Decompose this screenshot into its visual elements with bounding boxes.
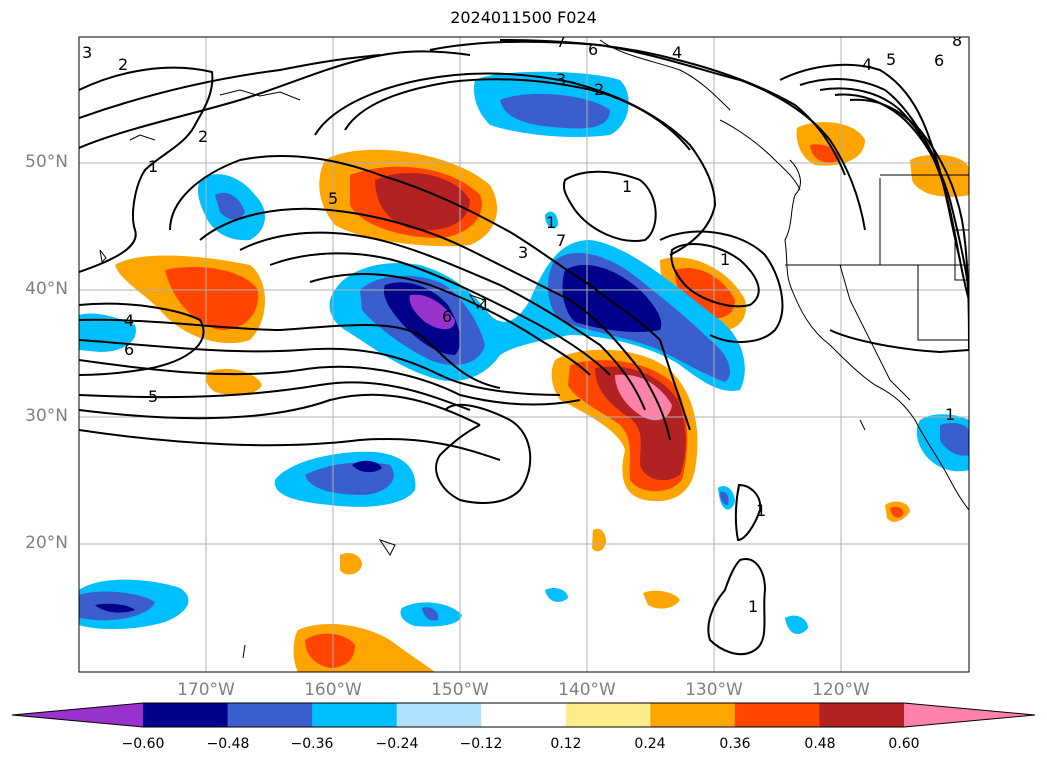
contour-label: 1	[622, 177, 632, 196]
contour-label: 3	[518, 243, 528, 262]
contour-label: 3	[82, 43, 92, 62]
contour-label: 1	[756, 501, 766, 520]
colorbar-segment	[819, 703, 905, 727]
contour-label: 3	[556, 70, 566, 89]
map-title: 2024011500 F024	[450, 8, 597, 27]
colorbar-segment	[227, 703, 313, 727]
contour-label: 4	[862, 55, 872, 74]
colorbar-tick: −0.48	[206, 736, 250, 752]
colorbar-tick: 0.36	[719, 736, 751, 752]
colorbar-outline	[11, 702, 1036, 728]
colorbar-segment	[481, 703, 567, 727]
colorbar-segment	[565, 703, 651, 727]
contour-label: 6	[442, 307, 452, 326]
contour-label: 7	[556, 231, 566, 250]
contour-label: 1	[546, 213, 556, 232]
contour-label: 1	[480, 295, 490, 314]
contour-label: 6	[934, 51, 944, 70]
contour-label: 1	[945, 405, 955, 424]
contour-label: 6	[588, 40, 598, 59]
lat-label-30n: 30°N	[25, 406, 68, 426]
contour-label: 2	[198, 127, 208, 146]
lat-label-40n: 40°N	[25, 279, 68, 299]
coastlines	[99, 39, 969, 659]
lon-label-150w: 150°W	[431, 680, 489, 700]
colorbar-tick: 0.48	[804, 736, 836, 752]
contour-label: 8	[952, 31, 962, 50]
colorbar-segment	[396, 703, 482, 727]
contour-labels: 3 2 2 1 7 6 4 3 2 4 5 6 8 5 1 1 3 7 1 4 …	[82, 31, 962, 616]
map-frame	[78, 36, 970, 673]
colorbar-max-extend	[904, 703, 1035, 727]
colorbar-min-extend	[12, 703, 143, 727]
lon-label-170w: 170°W	[177, 680, 235, 700]
contour-label: 7	[556, 32, 566, 51]
colorbar-tick: 0.60	[888, 736, 920, 752]
colorbar	[11, 702, 1036, 728]
colorbar-tick: −0.36	[290, 736, 334, 752]
positive-anomaly-fill	[115, 122, 969, 672]
colorbar-segment	[143, 703, 229, 727]
lat-label-50n: 50°N	[25, 152, 68, 172]
lon-label-130w: 130°W	[685, 680, 743, 700]
colorbar-tick: −0.24	[375, 736, 419, 752]
map-gridlines	[79, 37, 969, 672]
contour-label: 2	[118, 55, 128, 74]
contour-label: 2	[594, 80, 604, 99]
contour-label: 4	[672, 43, 682, 62]
contour-label: 1	[148, 157, 158, 176]
contour-label: 1	[748, 597, 758, 616]
contour-label: 5	[328, 189, 338, 208]
colorbar-segment	[650, 703, 736, 727]
colorbar-segment	[312, 703, 398, 727]
colorbar-tick: −0.12	[459, 736, 503, 752]
contour-label: 1	[720, 250, 730, 269]
lon-label-160w: 160°W	[304, 680, 362, 700]
colorbar-segment	[734, 703, 820, 727]
contour-label: 5	[148, 387, 158, 406]
lon-label-120w: 120°W	[812, 680, 870, 700]
colorbar-tick: 0.24	[634, 736, 666, 752]
contour-label: 4	[124, 311, 134, 330]
forecast-map: 3 2 2 1 7 6 4 3 2 4 5 6 8 5 1 1 3 7 1 4 …	[78, 31, 970, 673]
lon-label-140w: 140°W	[558, 680, 616, 700]
contour-label: 5	[886, 50, 896, 69]
colorbar-tick: −0.60	[121, 736, 165, 752]
contour-lines	[79, 39, 969, 656]
contour-label: 6	[124, 340, 134, 359]
lat-label-20n: 20°N	[25, 533, 68, 553]
colorbar-tick: 0.12	[550, 736, 582, 752]
